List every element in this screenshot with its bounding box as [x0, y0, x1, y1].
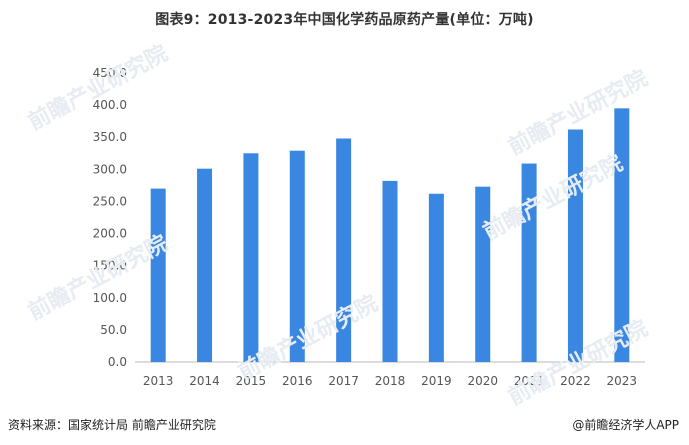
x-tick-label: 2014 — [189, 374, 220, 388]
x-tick-label: 2022 — [560, 374, 591, 388]
x-tick-label: 2017 — [328, 374, 359, 388]
y-axis: 0.0 50.0 100.0 150.0 200.0 250.0 300.0 350.0 400… — [93, 66, 127, 369]
x-tick-label: 2020 — [467, 374, 498, 388]
bar-2015 — [243, 153, 259, 362]
bar-2014 — [197, 168, 213, 362]
x-tick-label: 2019 — [421, 374, 452, 388]
bar-2019 — [428, 193, 444, 362]
bar-2020 — [475, 186, 491, 362]
y-tick-label: 100.0 — [93, 291, 127, 305]
bars-group — [150, 108, 630, 362]
bar-2018 — [382, 180, 398, 362]
bar-2022 — [567, 129, 583, 362]
chart-title: 图表9：2013-2023年中国化学药品原药产量(单位：万吨) — [155, 12, 534, 28]
bar-2017 — [336, 138, 352, 362]
y-tick-label: 0.0 — [108, 355, 127, 369]
y-tick-label: 400.0 — [93, 98, 127, 112]
source-note: 资料来源：国家统计局 前瞻产业研究院 — [8, 418, 216, 432]
y-tick-label: 450.0 — [93, 66, 127, 80]
y-tick-label: 50.0 — [100, 323, 127, 337]
bar-2013 — [150, 188, 166, 362]
copyright-note: @前瞻经济学人APP — [572, 418, 679, 432]
y-tick-label: 300.0 — [93, 162, 127, 176]
y-tick-label: 200.0 — [93, 227, 127, 241]
x-tick-label: 2021 — [514, 374, 545, 388]
x-tick-label: 2023 — [607, 374, 638, 388]
x-tick-label: 2013 — [143, 374, 174, 388]
y-tick-label: 150.0 — [93, 259, 127, 273]
x-tick-label: 2016 — [282, 374, 313, 388]
x-tick-label: 2015 — [236, 374, 267, 388]
bar-2021 — [521, 163, 537, 362]
x-axis: 2013 2014 2015 2016 2017 2018 2019 2020 2021 2022… — [143, 374, 637, 388]
bar-2016 — [289, 150, 305, 362]
y-tick-label: 250.0 — [93, 194, 127, 208]
y-tick-label: 350.0 — [93, 130, 127, 144]
bar-2023 — [614, 108, 630, 362]
x-tick-label: 2018 — [375, 374, 406, 388]
